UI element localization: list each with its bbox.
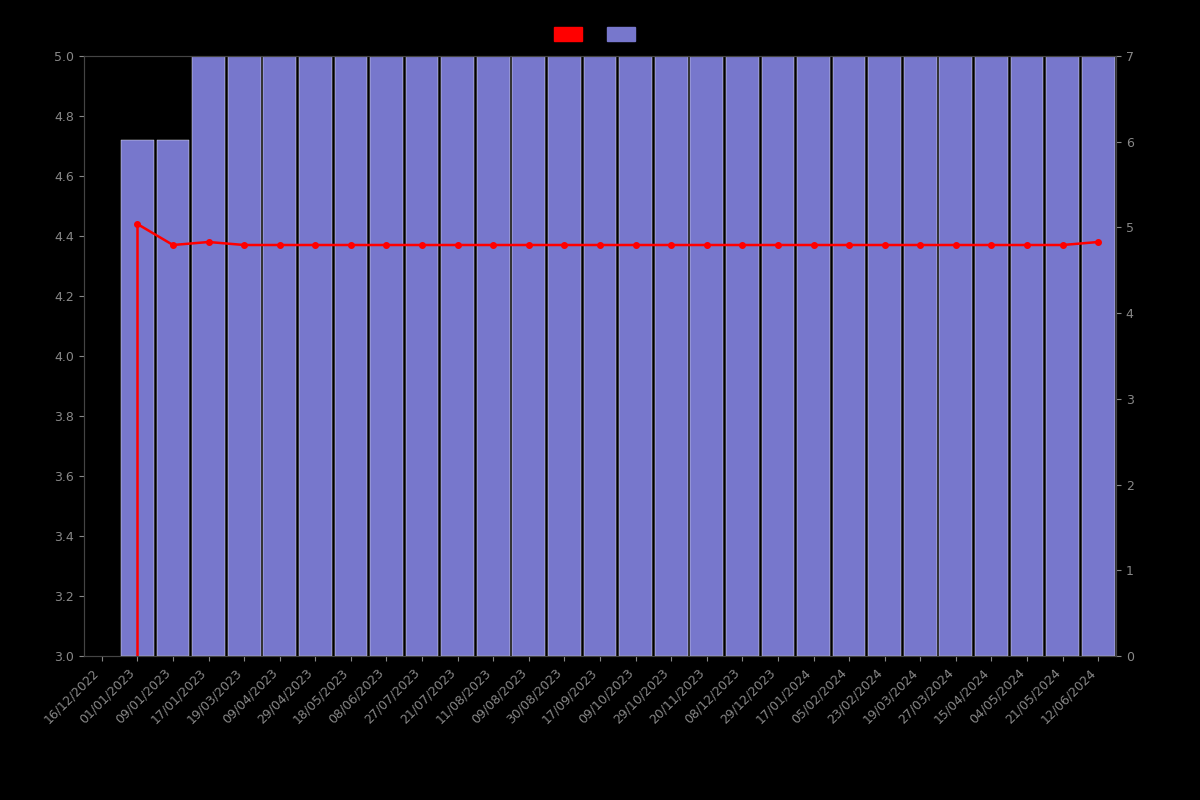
Bar [762, 56, 794, 656]
Bar [833, 56, 865, 656]
Bar [976, 56, 1008, 656]
Bar [797, 56, 830, 656]
Bar [655, 56, 688, 656]
Bar [192, 56, 224, 656]
Bar [548, 56, 581, 656]
Bar [121, 140, 154, 656]
Bar [1046, 56, 1079, 656]
Bar [690, 56, 724, 656]
Bar [156, 140, 190, 656]
Bar [476, 56, 510, 656]
Bar [1010, 56, 1044, 656]
Bar [406, 56, 438, 656]
Bar [263, 56, 296, 656]
Bar [335, 56, 367, 656]
Bar [299, 56, 331, 656]
Bar [904, 56, 937, 656]
Bar [940, 56, 972, 656]
Legend: , : , [554, 27, 646, 42]
Bar [370, 56, 403, 656]
Bar [619, 56, 652, 656]
Bar [869, 56, 901, 656]
Bar [442, 56, 474, 656]
Bar [583, 56, 617, 656]
Bar [512, 56, 545, 656]
Bar [726, 56, 758, 656]
Bar [1082, 56, 1115, 656]
Bar [228, 56, 260, 656]
